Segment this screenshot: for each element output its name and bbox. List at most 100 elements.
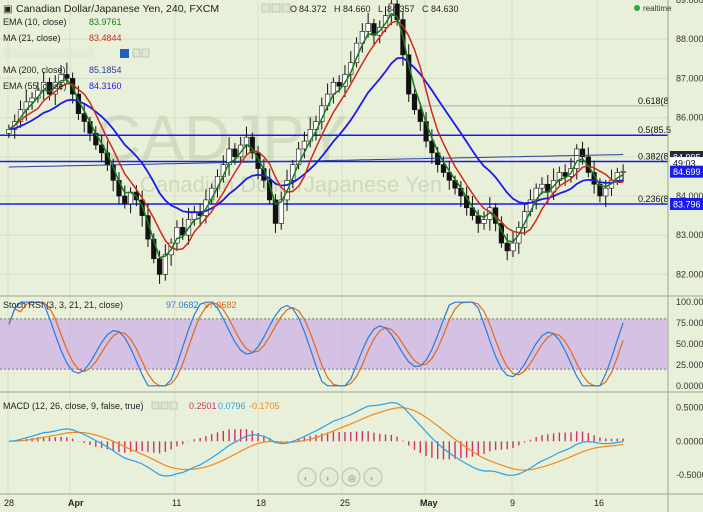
candle-up [243, 136, 250, 146]
time-tick-label: 25 [340, 498, 350, 508]
nav-icon: › [370, 473, 373, 483]
macd-tick-label: 0.0000 [676, 436, 703, 446]
close-icon[interactable] [281, 3, 291, 13]
visibility-icon[interactable] [120, 49, 129, 58]
nav-icon: ‹ [304, 473, 307, 483]
macd-value: 0.0796 [218, 401, 246, 411]
price-badge-label: 83.796 [673, 199, 701, 209]
candle-up [238, 144, 244, 158]
candle-down [156, 258, 163, 275]
macd-tick-label: -0.5000 [676, 470, 703, 480]
legend-control-icon[interactable] [169, 401, 178, 410]
macd-signal-line [8, 406, 624, 471]
macd-lines [8, 401, 624, 477]
ma-21-line [8, 20, 624, 251]
candle-down [440, 164, 447, 173]
indicator-value: 84.3160 [89, 81, 122, 91]
price-tick-label: 84.000 [676, 191, 703, 201]
nav-forward-button[interactable] [319, 467, 339, 487]
ohlc-value: 84.357 [387, 4, 415, 14]
ohlc-value: 84.372 [299, 4, 327, 14]
candle-up [342, 74, 348, 87]
indicator-legend: EMA (10, close) 83.9761 MA (21, close) 83.4… [3, 17, 150, 91]
ma-200-line [8, 154, 624, 168]
price-badge-label: 84.699 [673, 167, 701, 177]
eye-icon[interactable] [261, 3, 271, 13]
legend-control-icon[interactable] [160, 401, 169, 410]
macd-legend: MACD (12, 26, close, 9, false, true) 0.25… [3, 401, 280, 411]
candle-up [574, 148, 580, 169]
candle-up [481, 219, 487, 224]
stoch-rsi-d-value: 97.0682 [204, 300, 237, 310]
time-tick-label: Apr [68, 498, 84, 508]
time-axis[interactable]: 28 Apr 11 18 25 May 9 16 [4, 498, 604, 508]
time-tick-label: May [420, 498, 438, 508]
stoch-rsi-label: Stoch RSI (3, 3, 21, 21, close) [3, 300, 123, 310]
time-tick-label: 16 [594, 498, 604, 508]
time-tick-label: 9 [510, 498, 515, 508]
price-badge [670, 165, 703, 178]
indicator-lines [8, 12, 624, 259]
ohlc-value: 84.660 [343, 4, 371, 14]
nav-back-button[interactable] [297, 467, 317, 487]
candle-down [475, 215, 481, 224]
ohlc-key: C [422, 4, 429, 14]
time-tick-label: 28 [4, 498, 14, 508]
candle-down [249, 136, 255, 154]
stoch-rsi-k-line [8, 301, 624, 387]
ohlc-key: L [378, 4, 383, 14]
legend-control-icon[interactable] [132, 48, 141, 58]
candle-up [226, 148, 232, 165]
price-badge-label: 49:03 [673, 159, 696, 169]
candle-down [81, 113, 87, 122]
realtime-label: realtime [643, 4, 672, 13]
stoch-rsi-k-value: 97.0682 [166, 300, 199, 310]
nav-icon: ◎ [348, 473, 356, 483]
price-tick-label: 83.000 [676, 230, 703, 240]
candle-down [46, 82, 53, 95]
candle-down [579, 148, 586, 158]
candle-down [64, 74, 70, 79]
candle-down [429, 140, 435, 154]
candle-down [446, 172, 452, 181]
fib-level-label: 0.618(8 [638, 96, 669, 106]
candle-up [620, 171, 626, 173]
stoch-tick-label: 0.0000 [676, 381, 703, 391]
indicator-label: MA (21, close) [3, 33, 61, 43]
legend-control-icon[interactable] [151, 401, 160, 410]
candle-up [382, 15, 389, 28]
time-tick-label: 18 [256, 498, 266, 508]
indicator-value: 83.9761 [89, 17, 122, 27]
nav-end-button[interactable] [363, 467, 383, 487]
indicator-label: EMA (10, close) [3, 17, 67, 27]
collapse-icon[interactable]: ▣ [3, 4, 12, 15]
chart-title: Canadian Dollar/Japanese Yen, 240, FXCM [16, 3, 219, 15]
stoch-rsi-band [0, 318, 668, 370]
candle-up [603, 187, 609, 197]
indicator-label: EMA (55, close) [3, 81, 67, 91]
price-tick-label: 88.000 [676, 34, 703, 44]
chart-grid [0, 0, 668, 494]
stoch-rsi-lines [0, 301, 668, 387]
stoch-rsi-d-line [8, 301, 624, 387]
candle-down [255, 152, 261, 169]
macd-tick-label: 0.5000 [676, 403, 703, 413]
ohlc-key: O [290, 4, 297, 14]
candle-up [58, 74, 64, 83]
macd-signal-value: -0.1705 [249, 401, 280, 411]
chart-header: ▣ Canadian Dollar/Japanese Yen, 240, FXC… [3, 3, 672, 15]
legend-control-icon[interactable] [141, 48, 150, 58]
nav-reset-button[interactable] [341, 467, 361, 487]
indicator-value: 85.1854 [89, 65, 122, 75]
candle-up [388, 3, 394, 16]
indicator-value: 83.4844 [89, 33, 122, 43]
candle-down [336, 82, 342, 87]
ohlc-value: 84.630 [431, 4, 459, 14]
realtime-dot-icon [634, 5, 640, 11]
stoch-tick-label: 75.0000 [676, 318, 703, 328]
candle-up [174, 227, 180, 244]
settings-icon[interactable] [271, 3, 281, 13]
